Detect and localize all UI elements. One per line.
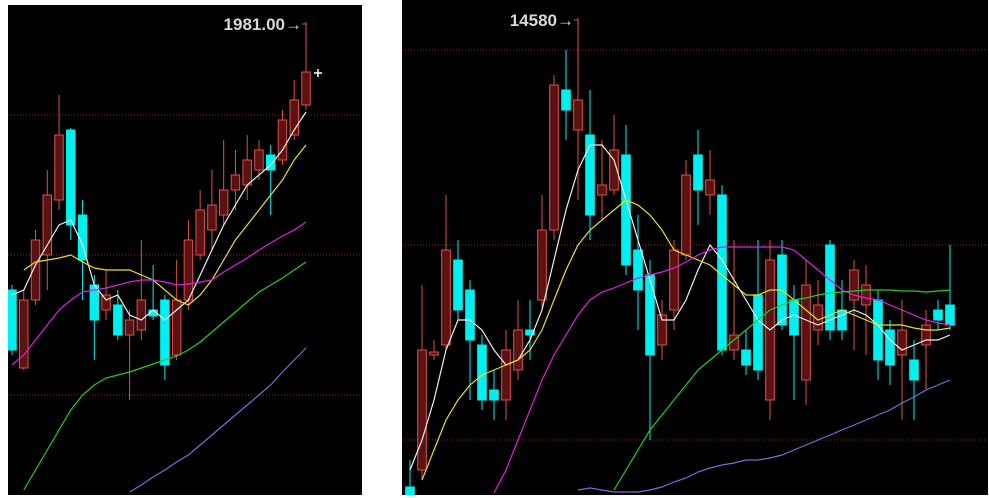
annotation-label: 14580→ (510, 11, 574, 30)
candle-body (218, 189, 229, 216)
candle-body (513, 329, 523, 371)
candle-body (945, 304, 955, 326)
candle-body (657, 314, 667, 346)
candle-body (705, 179, 715, 196)
candle-body (741, 349, 751, 366)
candle-body (8, 289, 17, 351)
candle-body (441, 249, 451, 346)
candle-body (885, 329, 895, 366)
candle-body (42, 194, 53, 256)
moving-average-line (409, 144, 951, 471)
candle-body (813, 304, 823, 331)
candle-body (609, 149, 619, 191)
candle-body (861, 284, 871, 306)
candle-body (254, 149, 264, 171)
candle-body (801, 284, 811, 381)
candle-body (537, 229, 547, 301)
candle-body (921, 324, 931, 346)
candle-body (289, 99, 299, 136)
candle-body (242, 159, 252, 186)
moving-average-line (23, 261, 307, 491)
candle-body (477, 344, 487, 401)
candle-body (429, 351, 439, 356)
candle-body (19, 299, 29, 369)
candle-body (645, 274, 655, 356)
candle-body (933, 309, 943, 321)
candle-body (681, 174, 691, 256)
moving-average-line (613, 289, 951, 491)
candle-body (669, 249, 679, 311)
candle-body (277, 119, 288, 161)
candle-body (585, 134, 595, 216)
annotation-label: 1981.00→ (224, 15, 302, 34)
moving-average-line (577, 379, 951, 493)
plot-area (405, 18, 955, 495)
candle-body (753, 294, 763, 371)
right-panel (402, 0, 988, 495)
candle-body (825, 244, 835, 331)
candle-body (183, 239, 194, 301)
candle-body (453, 259, 463, 311)
candle-body (405, 486, 415, 495)
candle-body (789, 299, 799, 336)
moving-average-line (23, 144, 307, 306)
candle-body (597, 184, 607, 196)
candle-body (909, 359, 919, 381)
candle-body (573, 99, 583, 131)
candle-body (301, 71, 311, 106)
candle-body (465, 289, 475, 341)
candle-body (160, 299, 170, 366)
candle-body (171, 299, 182, 356)
candle-body (113, 304, 123, 336)
candle-body (897, 329, 907, 356)
candle-body (837, 309, 847, 331)
plot-area (8, 22, 311, 493)
cursor-cross (314, 69, 322, 77)
moving-average-line (11, 111, 307, 321)
candle-body (633, 249, 643, 291)
candle-body (549, 84, 559, 231)
candle-body (417, 349, 427, 471)
candle-body (621, 154, 631, 266)
candle-body (124, 319, 135, 336)
moving-average-line (421, 199, 951, 481)
candle-body (101, 294, 111, 311)
candle-body (501, 349, 511, 401)
candle-body (230, 174, 241, 191)
candle-body (849, 269, 859, 301)
candle-body (195, 209, 205, 256)
candle-body (54, 134, 64, 201)
candle-body (207, 204, 217, 231)
moving-average-line (129, 347, 307, 493)
candle-body (561, 89, 571, 111)
plot: 14580→ (405, 11, 955, 495)
candle-body (265, 154, 276, 171)
candle-body (729, 334, 739, 351)
candle-body (30, 239, 41, 301)
candle-body (489, 389, 499, 401)
candle-body (136, 299, 147, 331)
moving-average-line (11, 221, 307, 366)
candle-body (77, 214, 88, 261)
candle-body (525, 329, 535, 336)
candle-body (873, 299, 883, 361)
candle-body (693, 154, 703, 191)
plot: 1981.00→ (8, 15, 311, 493)
candle-body (66, 129, 76, 226)
moving-average-line (493, 246, 951, 494)
